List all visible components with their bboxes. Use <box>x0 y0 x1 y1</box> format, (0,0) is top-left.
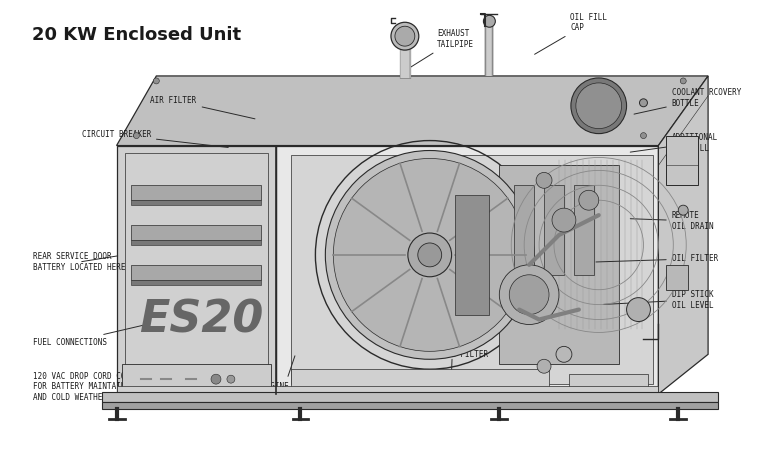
Polygon shape <box>569 374 648 394</box>
Polygon shape <box>117 76 708 145</box>
Polygon shape <box>117 145 275 394</box>
Polygon shape <box>667 265 688 290</box>
Polygon shape <box>131 200 261 205</box>
Circle shape <box>334 159 526 352</box>
Text: OIL FILTER: OIL FILTER <box>596 254 718 263</box>
Circle shape <box>408 233 452 277</box>
Circle shape <box>391 22 419 50</box>
Circle shape <box>499 265 559 324</box>
Circle shape <box>576 83 621 129</box>
Circle shape <box>133 133 140 139</box>
Text: FUEL CONNECTIONS
OPTION #2: FUEL CONNECTIONS OPTION #2 <box>414 359 488 396</box>
Circle shape <box>640 133 647 139</box>
Circle shape <box>556 346 572 362</box>
Polygon shape <box>667 135 698 185</box>
Circle shape <box>640 99 647 107</box>
Circle shape <box>325 151 534 359</box>
Circle shape <box>552 208 576 232</box>
Text: FUEL FILTER: FUEL FILTER <box>470 307 540 322</box>
Polygon shape <box>574 185 594 275</box>
Polygon shape <box>102 392 718 402</box>
Polygon shape <box>131 240 261 245</box>
Polygon shape <box>455 195 489 314</box>
Circle shape <box>509 275 549 314</box>
Polygon shape <box>514 185 534 275</box>
Text: DIP STICK
OIL LEVEL: DIP STICK OIL LEVEL <box>604 290 713 310</box>
Circle shape <box>680 78 686 84</box>
Text: ES20: ES20 <box>140 298 264 341</box>
Text: FUEL CONNECTIONS: FUEL CONNECTIONS <box>33 324 148 347</box>
Text: AIR FILTER: AIR FILTER <box>150 96 255 119</box>
Circle shape <box>418 243 442 267</box>
Circle shape <box>627 298 650 322</box>
Circle shape <box>537 359 551 373</box>
Text: REMOTE
OIL DRAIN: REMOTE OIL DRAIN <box>630 211 713 231</box>
Circle shape <box>678 205 688 215</box>
Polygon shape <box>121 364 271 394</box>
Text: OIL FILL
CAP: OIL FILL CAP <box>535 13 607 54</box>
Text: FUEL PUMP
W/ PRE FILTER: FUEL PUMP W/ PRE FILTER <box>428 330 488 358</box>
Polygon shape <box>275 145 658 394</box>
Polygon shape <box>499 165 619 364</box>
Circle shape <box>153 78 160 84</box>
Circle shape <box>227 375 235 383</box>
Text: REAR SERVICE DOOR
BATTERY LOCATED HERE: REAR SERVICE DOOR BATTERY LOCATED HERE <box>33 252 125 272</box>
Circle shape <box>483 15 495 27</box>
Text: 20 KW Enclosed Unit: 20 KW Enclosed Unit <box>32 26 241 44</box>
Circle shape <box>395 26 415 46</box>
Circle shape <box>579 190 599 210</box>
Text: EXHAUST
TAILPIPE: EXHAUST TAILPIPE <box>401 29 474 73</box>
Polygon shape <box>544 185 564 275</box>
Polygon shape <box>131 265 261 280</box>
Polygon shape <box>131 225 261 240</box>
Polygon shape <box>291 369 549 394</box>
Polygon shape <box>291 155 653 384</box>
Polygon shape <box>131 280 261 285</box>
Polygon shape <box>131 185 261 200</box>
Polygon shape <box>117 386 658 394</box>
Polygon shape <box>102 402 718 409</box>
Circle shape <box>536 172 552 188</box>
Text: ADDITIONAL
OIL FILL: ADDITIONAL OIL FILL <box>630 133 718 153</box>
Text: ENGINE ECU: ENGINE ECU <box>262 356 308 391</box>
Circle shape <box>211 374 221 384</box>
Circle shape <box>571 78 627 133</box>
Text: 120 VAC DROP CORD CONNECTION
FOR BATTERY MAINTAINER
AND COLD WEATHER KIT: 120 VAC DROP CORD CONNECTION FOR BATTERY… <box>33 372 163 402</box>
Polygon shape <box>658 76 708 394</box>
Text: CIRCUIT BREAKER: CIRCUIT BREAKER <box>81 130 229 147</box>
Text: COOLANT RCOVERY
BOTTLE: COOLANT RCOVERY BOTTLE <box>634 88 741 114</box>
